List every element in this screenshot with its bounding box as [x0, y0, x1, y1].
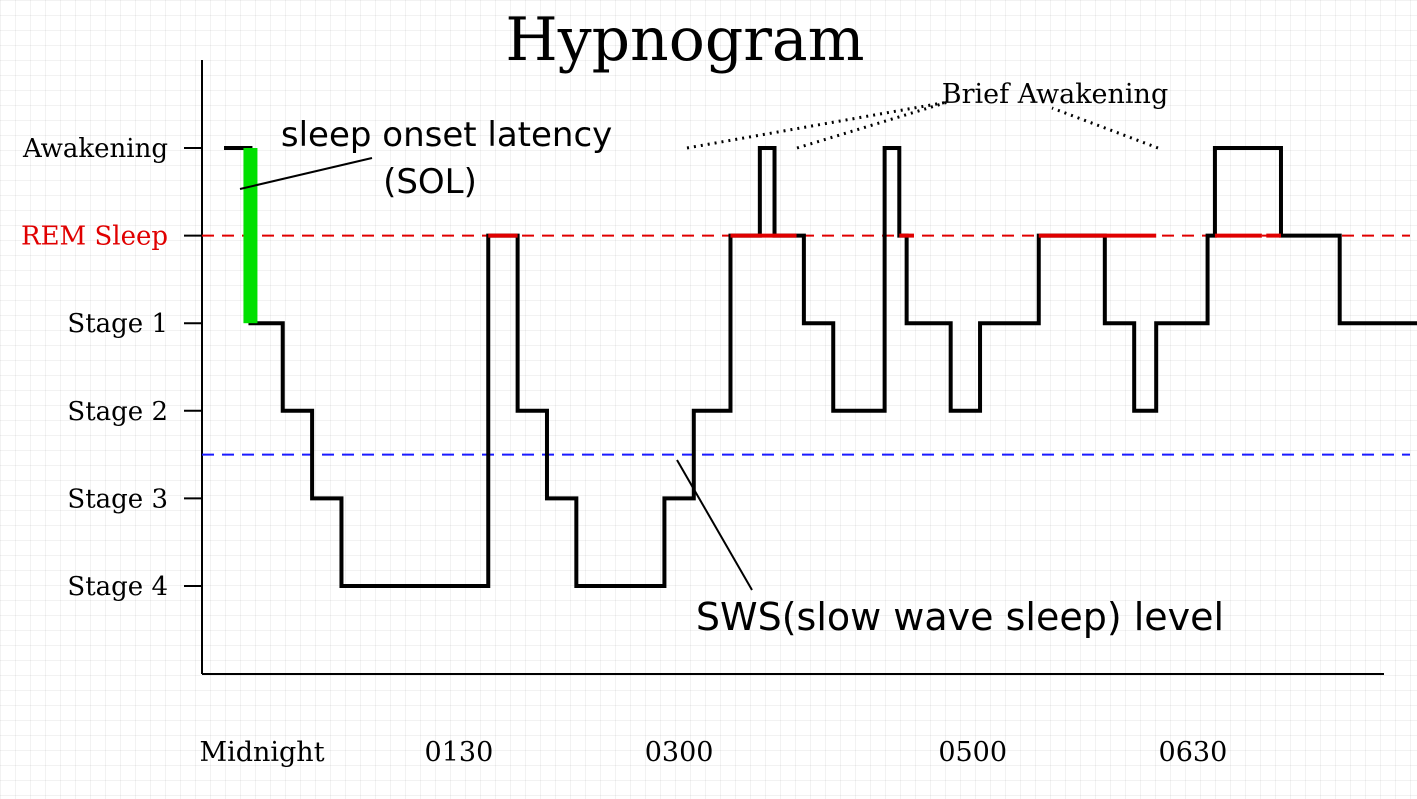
x-axis-ticks: Midnight 0130 0300 0500 0630	[199, 737, 1227, 768]
x-tick-label: 0630	[1159, 737, 1228, 768]
x-tick-label: 0130	[425, 737, 494, 768]
y-tick-label: Awakening	[22, 134, 168, 164]
sol-pointer-line	[239, 157, 373, 190]
sol-label-line-1: sleep onset latency	[281, 115, 612, 155]
sws-level-label: SWS(slow wave sleep) level	[696, 595, 1224, 639]
chart-title: Hypnogram	[505, 5, 864, 75]
x-tick-label: 0500	[938, 737, 1007, 768]
y-tick-label: Stage 4	[67, 572, 168, 602]
brief-awakening-label: Brief Awakening	[942, 79, 1168, 110]
y-tick-label: Stage 2	[67, 397, 168, 427]
brief-awakening-pointers	[686, 100, 1159, 150]
y-tick-label: Stage 1	[67, 309, 168, 339]
brief-awakening-pointer-2	[796, 100, 949, 150]
x-tick-label: 0300	[645, 737, 714, 768]
y-axis-ticks: Awakening REM Sleep Stage 1 Stage 2 Stage 3 S…	[21, 134, 202, 602]
y-tick-label: REM Sleep	[21, 222, 168, 252]
sol-label-line-2: (SOL)	[383, 162, 477, 202]
sws-pointer-line	[676, 459, 753, 591]
hypnogram-line	[224, 146, 1417, 588]
x-tick-label: Midnight	[199, 737, 324, 768]
sol-label: sleep onset latency (SOL)	[281, 115, 623, 202]
brief-awakening-pointer-3	[1051, 106, 1159, 150]
sol-bar	[243, 148, 258, 324]
y-tick-label: Stage 3	[67, 484, 168, 514]
